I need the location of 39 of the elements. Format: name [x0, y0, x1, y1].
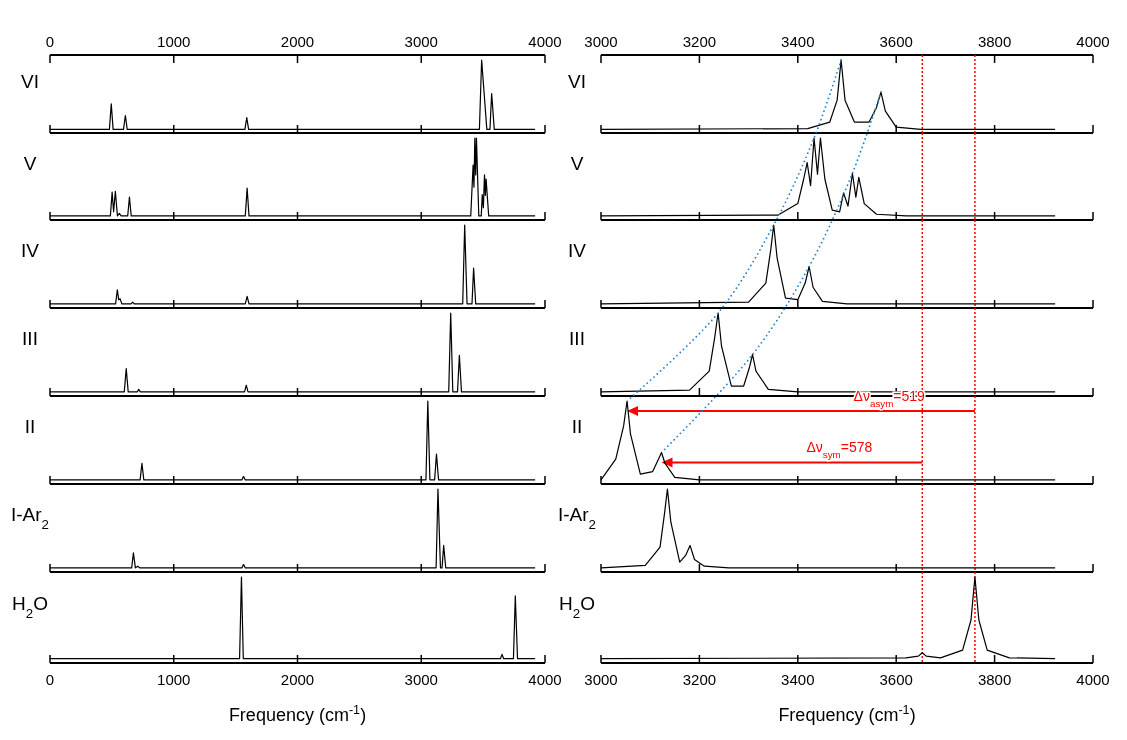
- x-tick-label: 0: [45, 671, 55, 688]
- y-axis-title: VI: [21, 70, 39, 92]
- x-tick-label: 3600: [879, 33, 913, 50]
- y-axis-title: III: [569, 327, 585, 349]
- y-axis-title: VI: [568, 70, 586, 92]
- x-tick-label: 4000: [528, 671, 562, 688]
- x-tick-label: 3800: [977, 671, 1012, 688]
- x-tick-label: 3000: [584, 671, 618, 688]
- x-axis-title: Frequency (cm$^{-1}$): [228, 703, 367, 725]
- x-tick-label: 3200: [682, 671, 717, 688]
- y-axis-title: I-Ar$_{2}$: [557, 503, 597, 532]
- x-tick-label: 3800: [977, 33, 1012, 50]
- x-tick-label: 3000: [584, 33, 618, 50]
- x-tick-label: 2000: [280, 33, 315, 50]
- x-tick-label: 3200: [682, 33, 717, 50]
- y-axis-title: V: [23, 152, 37, 174]
- x-tick-label: 3600: [879, 671, 913, 688]
- x-tick-label: 0: [45, 33, 55, 50]
- x-tick-label: 4000: [528, 33, 562, 50]
- x-tick-label: 3000: [404, 33, 438, 50]
- y-axis-title: II: [24, 415, 36, 437]
- x-tick-label: 3400: [781, 671, 815, 688]
- y-axis-title: V: [570, 152, 584, 174]
- x-tick-label: 3400: [781, 33, 815, 50]
- x-tick-label: 1000: [157, 33, 191, 50]
- x-tick-label: 4000: [1076, 33, 1110, 50]
- x-tick-label: 2000: [280, 671, 315, 688]
- y-axis-title: I-Ar$_{2}$: [10, 503, 50, 532]
- y-axis-title: H$_{2}$O: [12, 593, 48, 621]
- y-axis-title: III: [22, 327, 38, 349]
- x-tick-label: 4000: [1076, 671, 1110, 688]
- y-axis-title: H$_{2}$O: [559, 593, 595, 621]
- y-axis-title: IV: [568, 239, 587, 261]
- y-axis-title: II: [571, 415, 583, 437]
- x-axis-title: Frequency (cm$^{-1}$): [778, 703, 916, 725]
- annotation: Δν$_{sym}$=578: [806, 439, 873, 460]
- x-tick-label: 1000: [157, 671, 191, 688]
- x-tick-label: 3000: [404, 671, 438, 688]
- y-axis-title: IV: [21, 239, 40, 261]
